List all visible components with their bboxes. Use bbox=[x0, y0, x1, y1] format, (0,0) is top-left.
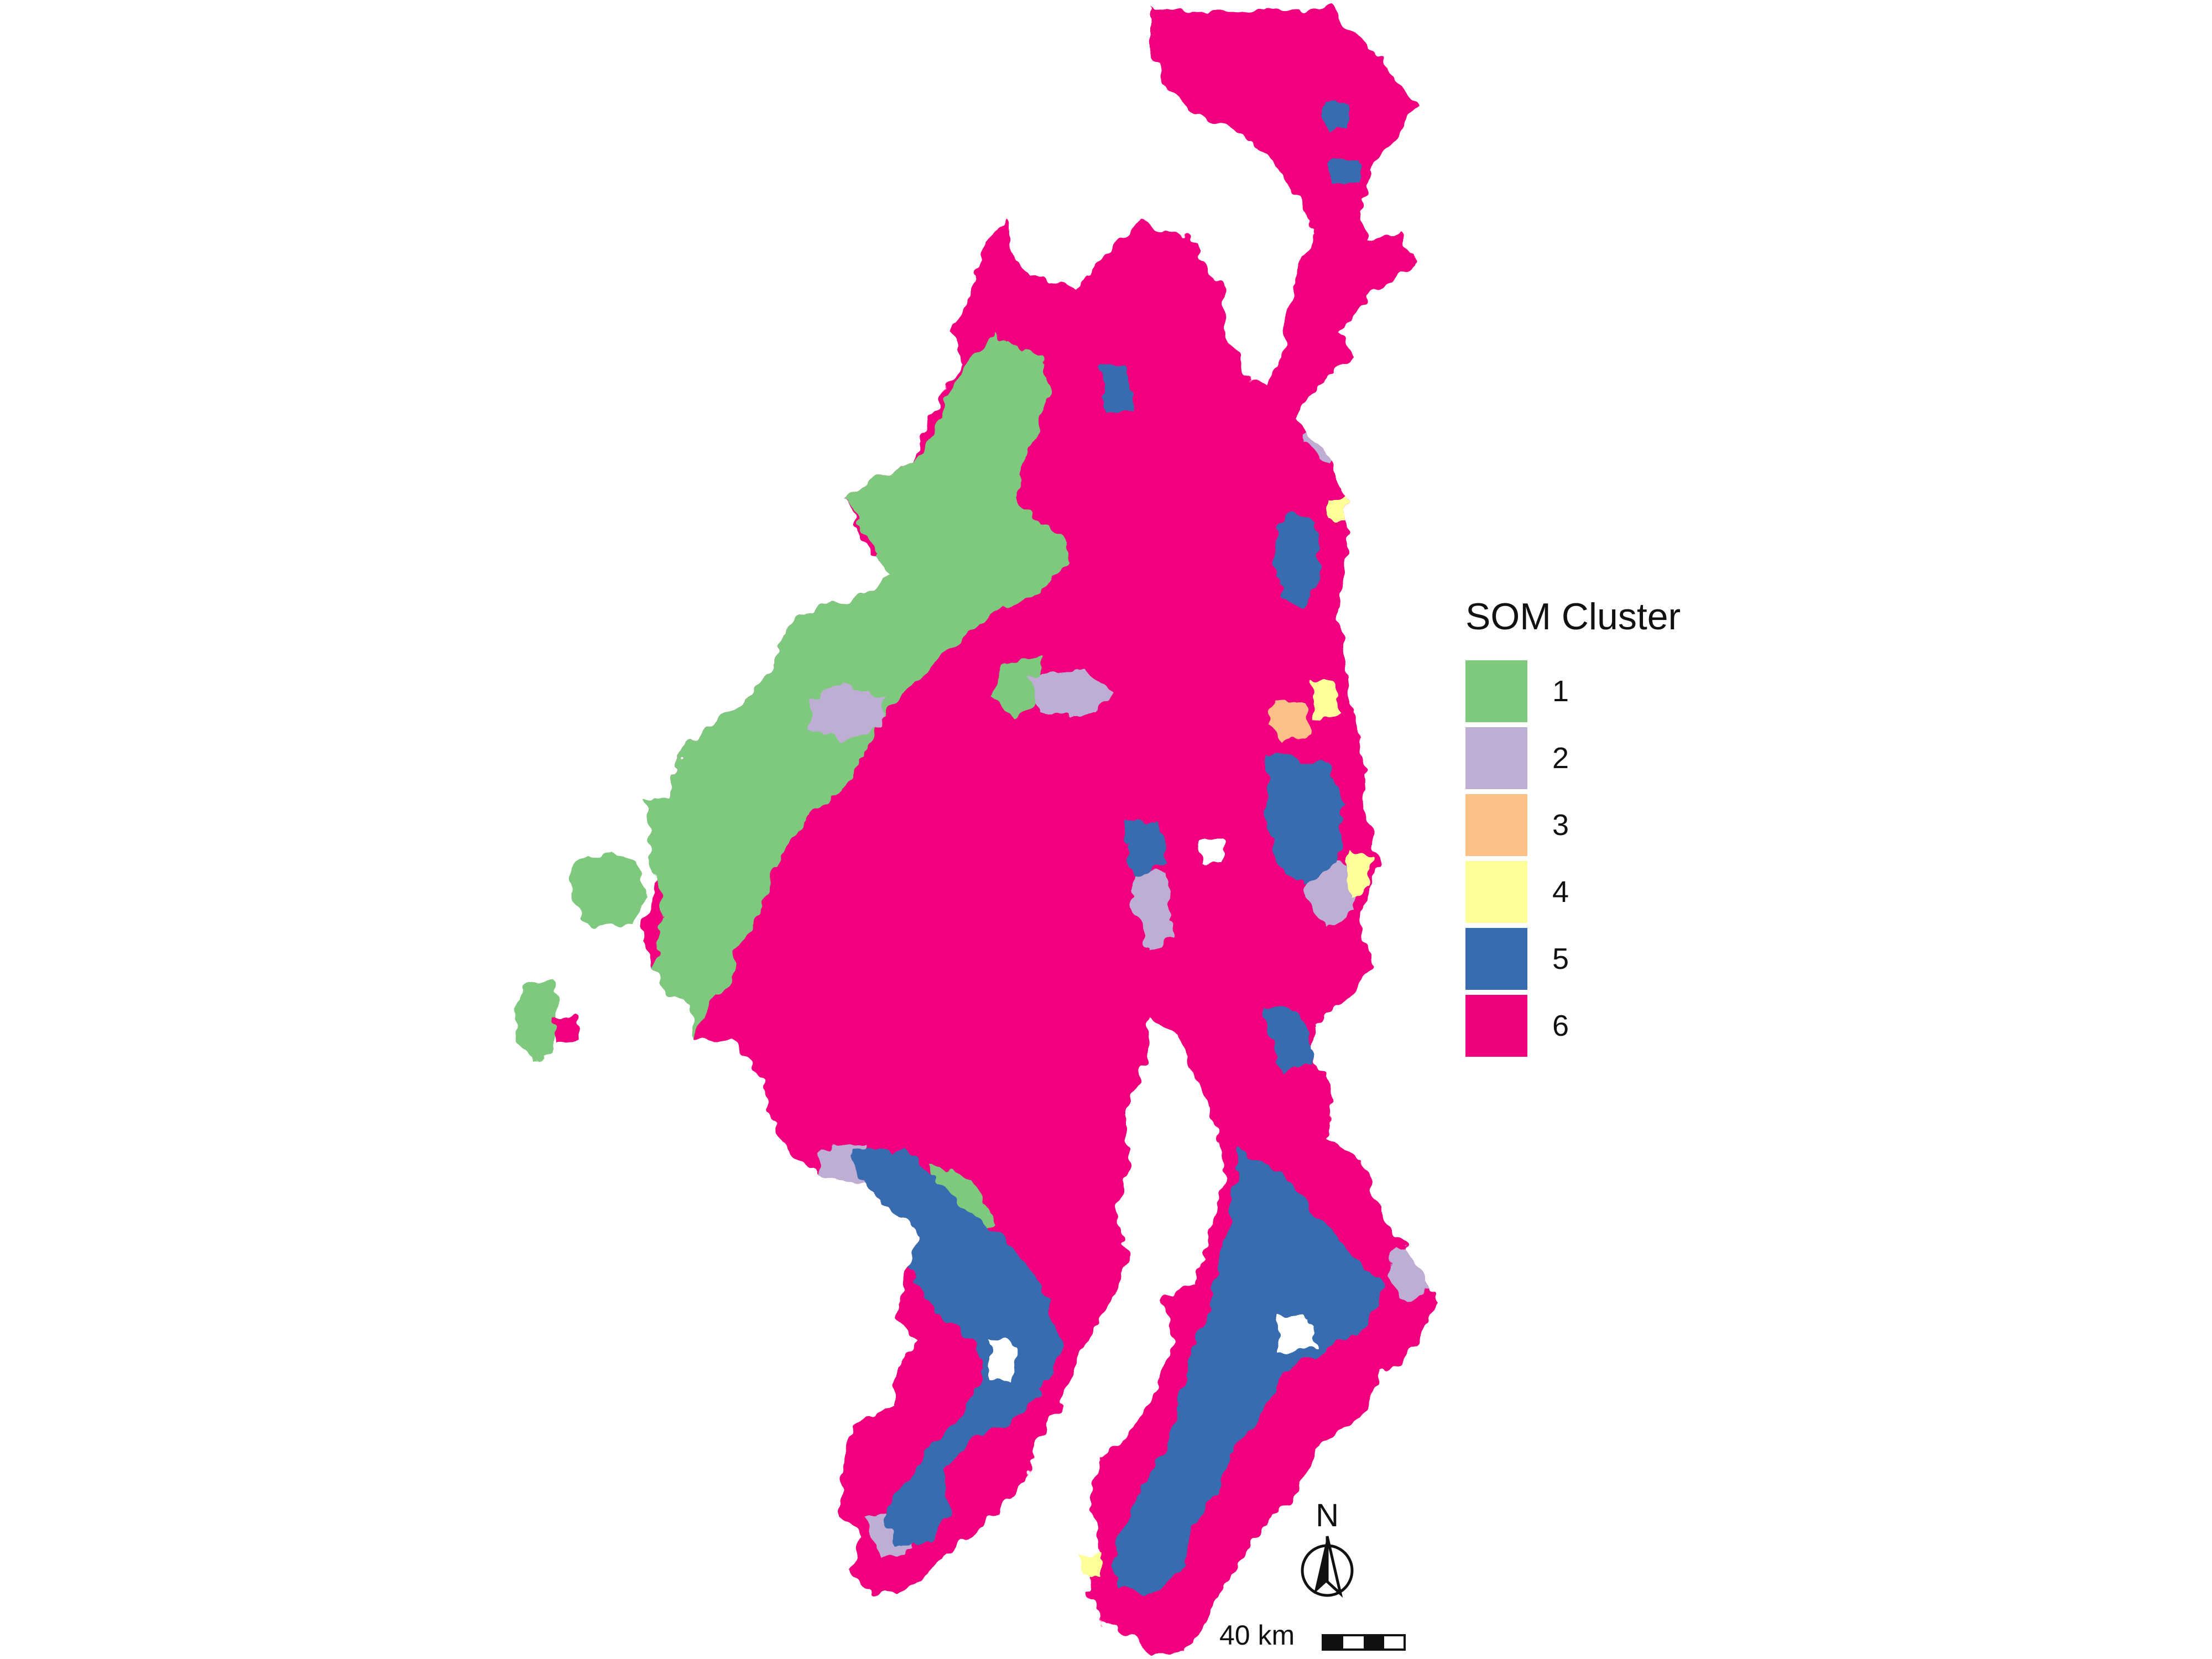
legend-label: 1 bbox=[1552, 674, 1569, 708]
cluster-1-band-north bbox=[940, 332, 1040, 498]
cluster-4-patch-d bbox=[1078, 1554, 1100, 1576]
cluster-3-patch bbox=[1266, 702, 1311, 744]
legend-swatch bbox=[1465, 794, 1527, 856]
hole-east bbox=[1277, 1316, 1316, 1349]
west-island-b bbox=[570, 852, 647, 929]
cluster-5-patch-upper bbox=[1100, 365, 1134, 415]
legend-item-3: 3 bbox=[1465, 791, 1753, 858]
scale-bar bbox=[1322, 1634, 1406, 1651]
hole-southwest bbox=[990, 1338, 1018, 1383]
legend-label: 5 bbox=[1552, 942, 1569, 975]
cluster-1-patch-center bbox=[990, 658, 1045, 719]
legend-label: 6 bbox=[1552, 1009, 1569, 1042]
legend-item-2: 2 bbox=[1465, 724, 1753, 791]
cluster-5-area-southeast bbox=[1112, 1150, 1383, 1593]
cluster-2-patch-f bbox=[1134, 863, 1172, 951]
cluster-5-patch-north-a bbox=[1322, 100, 1349, 133]
west-island-c-tip bbox=[553, 1018, 578, 1045]
legend-items: 1 2 3 4 5 6 bbox=[1465, 658, 1753, 1059]
legend-label: 2 bbox=[1552, 741, 1569, 775]
legend-swatch bbox=[1465, 660, 1527, 722]
cluster-5-band-east bbox=[1272, 514, 1322, 608]
legend-item-6: 6 bbox=[1465, 992, 1753, 1059]
hole-center bbox=[1200, 841, 1222, 863]
west-island-c bbox=[514, 979, 559, 1062]
legend-item-4: 4 bbox=[1465, 858, 1753, 925]
legend: SOM Cluster 1 2 3 4 5 6 bbox=[1465, 594, 1753, 1059]
cluster-4-patch-b bbox=[1311, 680, 1338, 719]
cluster-5-band-east-b bbox=[1266, 752, 1344, 885]
cluster-5-patch-west bbox=[680, 1073, 735, 1139]
legend-label: 4 bbox=[1552, 875, 1569, 909]
cluster-5-patch-mid bbox=[1261, 1006, 1316, 1073]
scale-bar-label: 40 km bbox=[1219, 1620, 1295, 1651]
cluster-4-patch-c bbox=[1349, 852, 1371, 896]
legend-title: SOM Cluster bbox=[1465, 596, 1681, 638]
legend-swatch bbox=[1465, 994, 1527, 1057]
legend-item-1: 1 bbox=[1465, 658, 1753, 724]
cluster-4-patch-a bbox=[1327, 498, 1349, 520]
legend-item-5: 5 bbox=[1465, 925, 1753, 992]
cluster-2-patch-a bbox=[807, 686, 885, 741]
map-regions bbox=[514, 6, 1438, 1653]
cluster-5-patch-center bbox=[1123, 818, 1167, 874]
cluster-2-patch-b bbox=[1029, 669, 1112, 713]
north-arrow: N bbox=[1301, 1498, 1354, 1598]
legend-label: 3 bbox=[1552, 808, 1569, 842]
cluster-5-patch-north-b bbox=[1327, 160, 1360, 182]
legend-swatch bbox=[1465, 860, 1527, 923]
legend-swatch bbox=[1465, 727, 1527, 789]
north-arrow-label: N bbox=[1316, 1498, 1339, 1533]
legend-swatch bbox=[1465, 927, 1527, 990]
